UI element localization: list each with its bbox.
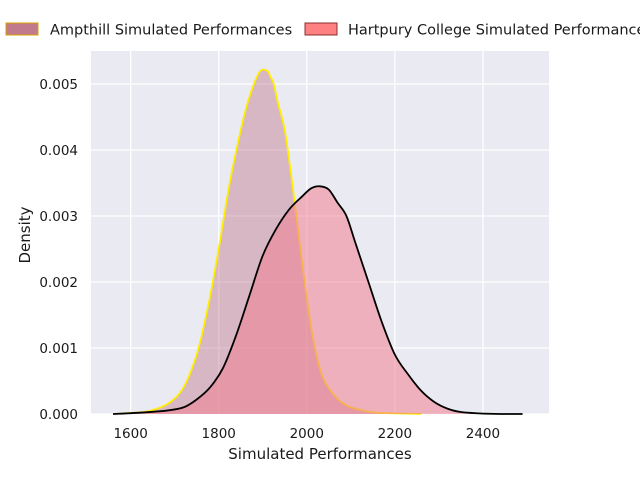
legend-label-ampthill: Ampthill Simulated Performances	[50, 23, 292, 39]
legend-swatch-hartpury	[304, 22, 338, 36]
legend-label-hartpury: Hartpury College Simulated Performances	[348, 23, 640, 39]
x-tick-label: 2000	[290, 426, 324, 442]
y-tick-label: 0.003	[39, 209, 78, 225]
y-axis-label: Density	[16, 206, 34, 263]
density-line-hartpury	[112, 185, 523, 415]
density-areas	[112, 68, 523, 415]
y-tick-label: 0.001	[39, 341, 78, 357]
y-tick-labels: 0.000 0.001 0.002 0.003 0.004 0.005	[39, 77, 78, 423]
y-tick-label: 0.002	[39, 275, 78, 291]
x-tick-label: 1600	[113, 426, 147, 442]
y-tick-label: 0.000	[39, 407, 78, 423]
legend-swatch-ampthill	[5, 22, 39, 36]
x-tick-label: 1800	[202, 426, 236, 442]
y-tick-label: 0.004	[39, 143, 78, 159]
legend: Ampthill Simulated Performances Hartpury…	[5, 22, 640, 39]
density-area-hartpury	[113, 186, 523, 414]
x-tick-label: 2200	[378, 426, 412, 442]
x-axis-label: Simulated Performances	[228, 445, 412, 463]
x-tick-label: 2400	[466, 426, 500, 442]
x-tick-labels: 1600 1800 2000 2200 2400	[113, 426, 500, 442]
y-tick-label: 0.005	[39, 77, 78, 93]
